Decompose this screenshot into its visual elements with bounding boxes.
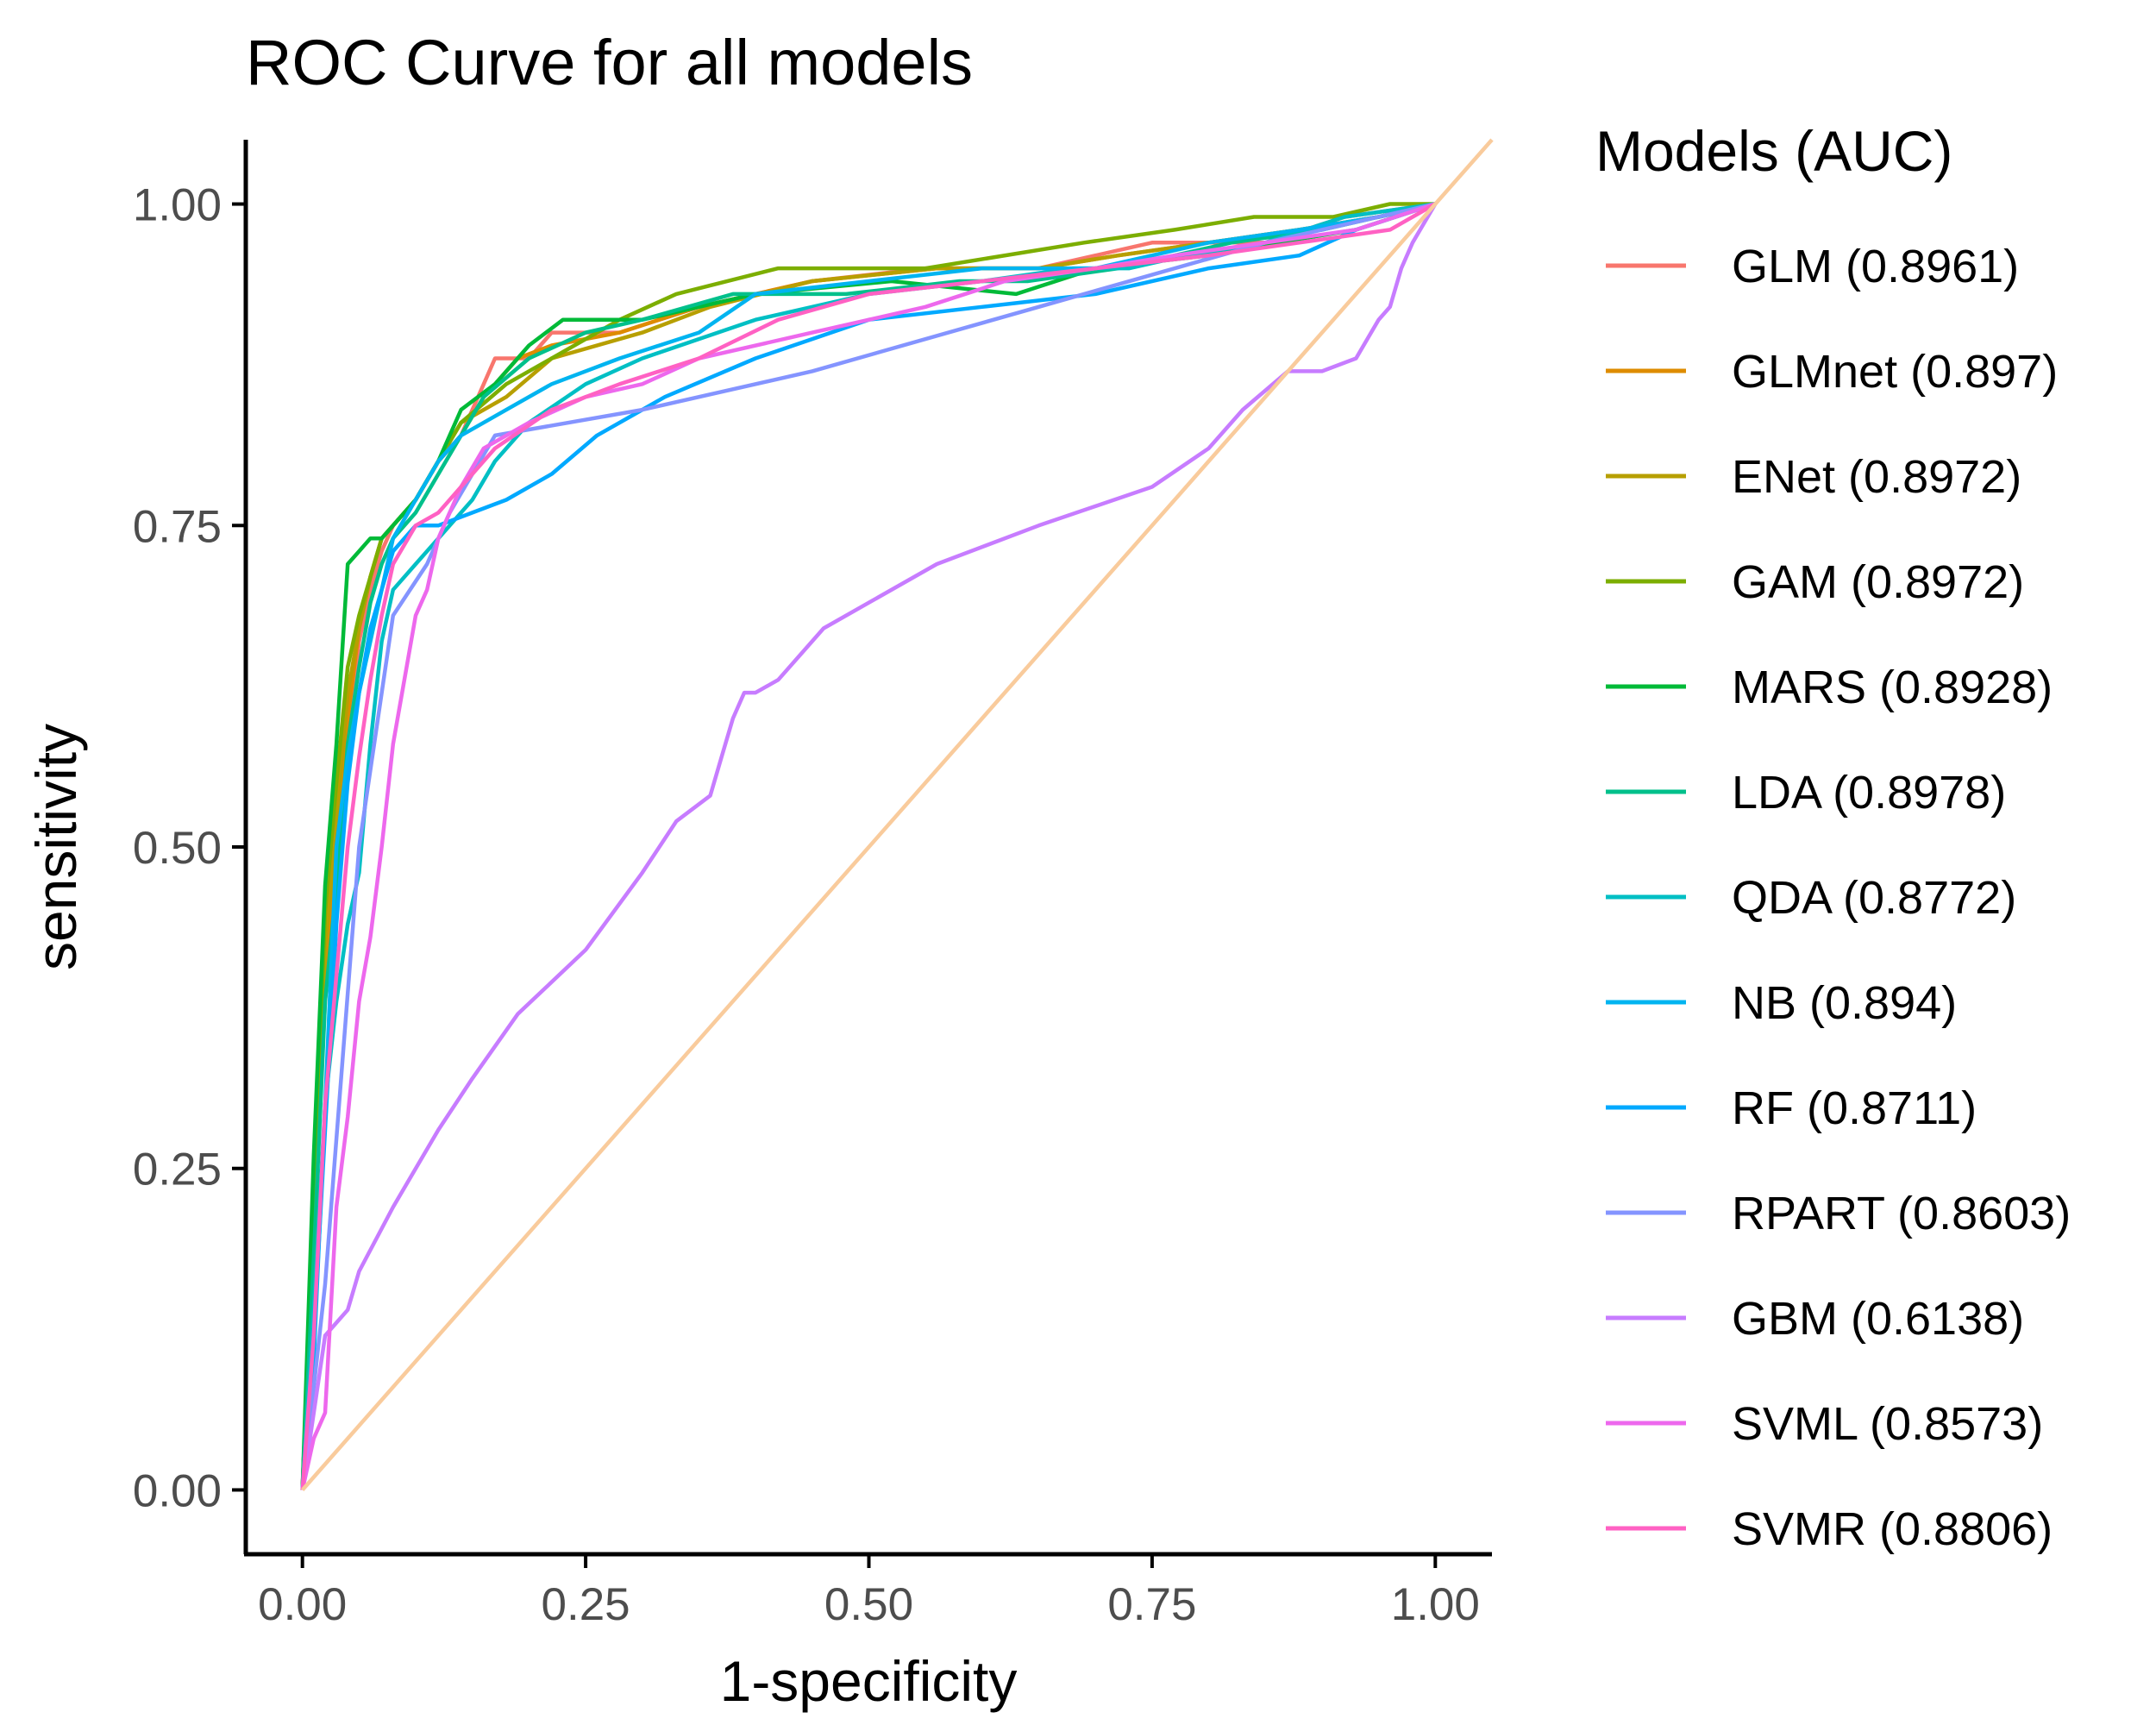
- legend-label-8: RF (0.8711): [1732, 1082, 1977, 1134]
- legend-label-6: QDA (0.8772): [1732, 872, 2016, 924]
- series-line-6: [300, 202, 1436, 1490]
- y-tick-label-0: 0.00: [133, 1465, 222, 1516]
- legend-label-2: ENet (0.8972): [1732, 451, 2021, 503]
- x-ticks: 0.00 0.25 0.50 0.75 1.00: [258, 1554, 1480, 1630]
- legend-label-7: NB (0.894): [1732, 977, 1957, 1029]
- legend-title: Models (AUC): [1595, 119, 1952, 183]
- legend-label-0: GLM (0.8961): [1732, 241, 2019, 292]
- legend-label-9: RPART (0.8603): [1732, 1188, 2071, 1239]
- x-tick-label-3: 0.75: [1107, 1579, 1196, 1630]
- legend-label-5: LDA (0.8978): [1732, 767, 2006, 819]
- series-line-3: [300, 202, 1436, 1490]
- series-layer: [300, 138, 1494, 1491]
- legend-label-10: GBM (0.6138): [1732, 1293, 2024, 1345]
- legend-label-12: SVMR (0.8806): [1732, 1503, 2053, 1555]
- chart-title: ROC Curve for all models: [246, 27, 973, 98]
- x-axis-title: 1-specificity: [720, 1649, 1018, 1713]
- legend: Models (AUC) GLM (0.8961) GLMnet (0.897) E…: [1595, 119, 2071, 1555]
- series-line-8: [300, 202, 1436, 1490]
- y-ticks: 0.00 0.25 0.50 0.75 1.00: [133, 180, 246, 1516]
- series-line-12: [300, 202, 1437, 1490]
- legend-label-3: GAM (0.8972): [1732, 556, 2024, 608]
- y-tick-label-1: 0.25: [133, 1145, 222, 1195]
- y-tick-label-4: 1.00: [133, 180, 222, 231]
- legend-label-4: MARS (0.8928): [1732, 662, 2053, 713]
- x-tick-label-1: 0.25: [542, 1579, 630, 1630]
- legend-label-11: SVML (0.8573): [1732, 1398, 2043, 1450]
- y-axis-title: sensitivity: [24, 724, 88, 970]
- y-tick-label-2: 0.50: [133, 823, 222, 874]
- x-tick-label-2: 0.50: [824, 1579, 913, 1630]
- x-tick-label-0: 0.00: [258, 1579, 347, 1630]
- y-tick-label-3: 0.75: [133, 501, 222, 552]
- reference-diagonal-line: [300, 138, 1494, 1491]
- plot-area: 0.00 0.25 0.50 0.75 1.00 0.00 0.25 0.50 0.75 1.0…: [133, 138, 1494, 1630]
- series-line-10: [300, 203, 1438, 1490]
- legend-label-1: GLMnet (0.897): [1732, 346, 2058, 398]
- legend-items: GLM (0.8961) GLMnet (0.897) ENet (0.8972) G…: [1606, 241, 2071, 1555]
- series-line-2: [300, 202, 1436, 1490]
- x-tick-label-4: 1.00: [1391, 1579, 1480, 1630]
